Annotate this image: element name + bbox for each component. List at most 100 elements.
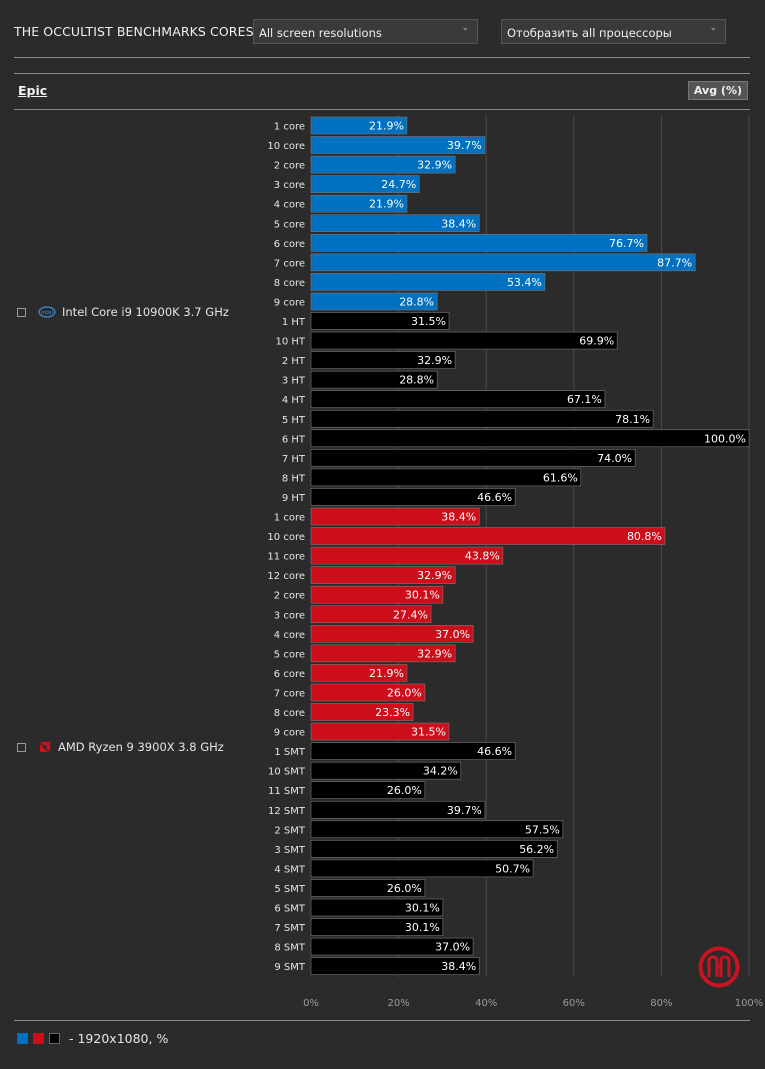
bar-category-label: 11 SMT xyxy=(268,786,306,797)
bar-category-label: 6 HT xyxy=(282,434,306,445)
bar-category-label: 3 HT xyxy=(282,376,306,387)
bar-category-label: 3 core xyxy=(274,180,305,191)
bar-category-label: 2 SMT xyxy=(274,825,306,836)
divider xyxy=(14,73,750,74)
bar-category-label: 9 core xyxy=(274,728,305,739)
bar-value-label: 37.0% xyxy=(435,628,470,641)
bar xyxy=(310,449,636,467)
bar-category-label: 6 core xyxy=(274,669,305,680)
bar-category-label: 4 core xyxy=(274,200,305,211)
bar-category-label: 6 SMT xyxy=(274,904,306,915)
page-title: THE OCCULTIST BENCHMARKS CORES xyxy=(14,24,254,39)
processor-name: Intel Core i9 10900K 3.7 GHz xyxy=(62,305,229,319)
bar-category-label: 8 core xyxy=(274,708,305,719)
chevron-down-icon: ⌄ xyxy=(461,23,469,33)
bar xyxy=(310,703,414,721)
bar-category-label: 4 core xyxy=(274,630,305,641)
bar-value-label: 38.4% xyxy=(441,960,476,973)
bar xyxy=(310,879,426,897)
bar-value-label: 31.5% xyxy=(411,315,446,328)
bar-value-label: 50.7% xyxy=(495,862,530,875)
bar-value-label: 57.5% xyxy=(525,823,560,836)
bar xyxy=(310,312,450,330)
bar-category-label: 2 HT xyxy=(282,356,306,367)
bar-value-label: 61.6% xyxy=(543,471,578,484)
bar xyxy=(310,351,456,369)
resolution-select-value: All screen resolutions xyxy=(259,26,382,40)
bar-value-label: 69.9% xyxy=(579,335,614,348)
bar-value-label: 39.7% xyxy=(447,804,482,817)
bar-category-label: 9 SMT xyxy=(274,962,306,973)
bar-value-label: 28.8% xyxy=(399,295,434,308)
bar-category-label: 6 core xyxy=(274,239,305,250)
bar-category-label: 1 core xyxy=(274,122,305,133)
bar-category-label: 10 core xyxy=(267,141,305,152)
processor-label-amd: AMD Ryzen 9 3900X 3.8 GHz xyxy=(17,740,224,754)
bar-category-label: 12 SMT xyxy=(268,806,306,817)
bar xyxy=(310,761,462,780)
processor-select-value: Отобразить all процессоры xyxy=(507,26,672,40)
bar-value-label: 38.4% xyxy=(441,217,476,230)
bar-category-label: 12 core xyxy=(267,571,305,582)
bar xyxy=(310,683,426,702)
bar-value-label: 32.9% xyxy=(417,354,452,367)
bar-value-label: 76.7% xyxy=(609,237,644,250)
svg-text:intel: intel xyxy=(41,310,54,316)
bar-value-label: 31.5% xyxy=(411,726,446,739)
preset-link[interactable]: Epic xyxy=(18,83,48,98)
bar-value-label: 56.2% xyxy=(519,843,554,856)
bar-value-label: 26.0% xyxy=(387,686,422,699)
bar-category-label: 5 HT xyxy=(282,415,306,426)
bar xyxy=(310,800,486,819)
bar xyxy=(310,292,438,311)
bar-value-label: 67.1% xyxy=(567,393,602,406)
bar xyxy=(310,546,504,565)
bar-category-label: 1 HT xyxy=(282,317,306,328)
divider xyxy=(14,109,750,110)
divider xyxy=(14,1020,750,1021)
bar-category-label: 7 HT xyxy=(282,454,306,465)
bar-category-label: 11 core xyxy=(267,552,305,563)
bar-value-label: 32.9% xyxy=(417,647,452,660)
bar-category-label: 9 core xyxy=(274,297,305,308)
bar xyxy=(310,566,456,584)
bar-value-label: 26.0% xyxy=(387,882,422,895)
bar xyxy=(310,781,426,800)
bar-value-label: 21.9% xyxy=(369,120,404,133)
bar xyxy=(310,155,456,174)
bar-value-label: 46.6% xyxy=(477,491,512,504)
legend-swatch-intel xyxy=(17,1033,28,1044)
bar xyxy=(310,527,666,545)
bar-value-label: 43.8% xyxy=(465,550,500,563)
bar xyxy=(310,937,474,956)
bar-value-label: 32.9% xyxy=(417,159,452,172)
bar xyxy=(310,214,480,233)
bar-chart: 0% 20% 40% 60% 80% 100% 1 core 21.9% 10 core 39.7… xyxy=(267,115,763,1009)
bar-value-label: 21.9% xyxy=(369,667,404,680)
bar xyxy=(310,644,456,663)
bar xyxy=(310,585,444,604)
bar-category-label: 1 SMT xyxy=(274,747,306,758)
bar-value-label: 24.7% xyxy=(381,178,416,191)
bar-category-label: 3 SMT xyxy=(274,845,306,856)
x-tick-label: 60% xyxy=(563,998,585,1009)
bar xyxy=(310,390,606,409)
bar xyxy=(310,488,516,506)
bar-category-label: 1 core xyxy=(274,513,305,524)
legend-swatch-amd xyxy=(33,1033,44,1044)
processor-checkbox[interactable] xyxy=(17,742,26,752)
bar-value-label: 37.0% xyxy=(435,941,470,954)
bar xyxy=(310,722,450,741)
bar xyxy=(310,742,516,760)
bar-value-label: 30.1% xyxy=(405,902,440,915)
bar-value-label: 32.9% xyxy=(417,569,452,582)
processor-checkbox[interactable] xyxy=(17,307,26,317)
bar xyxy=(310,234,648,252)
bar xyxy=(310,273,546,291)
processor-select[interactable]: Отобразить all процессоры ⌄ xyxy=(501,19,726,44)
resolution-select[interactable]: All screen resolutions ⌄ xyxy=(253,19,478,44)
bar xyxy=(310,605,432,624)
avg-metric-button[interactable]: Avg (%) xyxy=(687,81,748,100)
chevron-down-icon: ⌄ xyxy=(709,23,717,33)
bar-category-label: 5 core xyxy=(274,649,305,660)
